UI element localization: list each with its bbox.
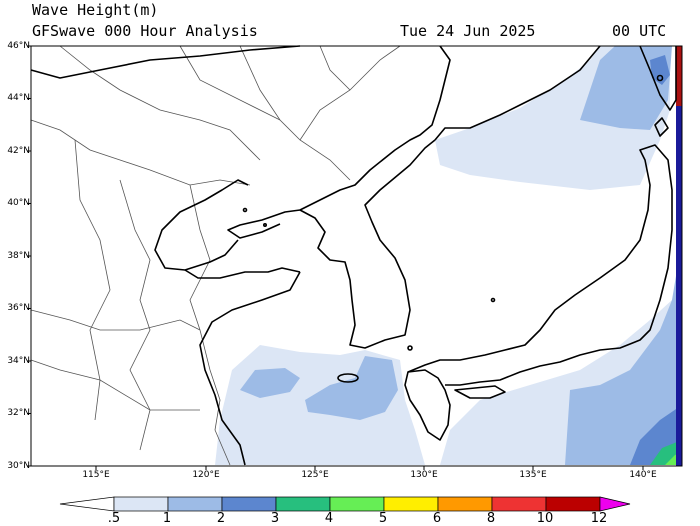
lon-label: 135°E: [519, 470, 547, 480]
lon-label: 115°E: [82, 470, 110, 480]
lat-label: 36°N: [7, 303, 30, 313]
lat-label: 30°N: [7, 461, 30, 471]
colorbar-label: 6: [432, 511, 442, 526]
model-subtitle: GFSwave 000 Hour Analysis: [32, 22, 258, 40]
colorbar-segment: [545, 496, 601, 512]
lon-label: 125°E: [301, 470, 329, 480]
colorbar-label: 1: [162, 511, 172, 526]
lon-label: 140°E: [629, 470, 657, 480]
pacific-moderate: [565, 240, 682, 465]
axis-ticks: [27, 45, 644, 470]
chart-title: Wave Height(m): [32, 1, 159, 19]
colorbar-label: 3: [270, 511, 280, 526]
east-china-sea-moderate-1: [240, 368, 300, 398]
colorbar-segment: [59, 496, 115, 512]
valid-time: 00 UTC: [612, 22, 667, 40]
colorbar: [59, 496, 631, 512]
coastlines: [30, 45, 677, 466]
lat-label: 40°N: [7, 198, 30, 208]
lat-label: 42°N: [7, 146, 30, 156]
colorbar-segment: [599, 496, 631, 512]
lat-label: 38°N: [7, 251, 30, 261]
colorbar-label: 4: [324, 511, 334, 526]
colorbar-segment: [383, 496, 439, 512]
colorbar-label: 2: [216, 511, 226, 526]
political-borders: [30, 45, 401, 466]
lat-label: 46°N: [7, 41, 30, 51]
colorbar-segment: [491, 496, 547, 512]
colorbar-label: 10: [536, 511, 554, 526]
okhotsk-moderate: [650, 55, 670, 85]
lat-label: 34°N: [7, 356, 30, 366]
colorbar-label: .5: [107, 511, 121, 526]
colorbar-segment: [167, 496, 223, 512]
colorbar-segment: [221, 496, 277, 512]
colorbar-label: 8: [486, 511, 496, 526]
colorbar-segment: [275, 496, 331, 512]
valid-date: Tue 24 Jun 2025: [400, 22, 536, 40]
colorbar-segment: [437, 496, 493, 512]
colorbar-label: 5: [378, 511, 388, 526]
edge-strip-red: [676, 46, 682, 106]
wave-shading: [215, 46, 682, 466]
colorbar-segment: [113, 496, 169, 512]
edge-strip-blue: [676, 46, 682, 466]
lon-label: 120°E: [192, 470, 220, 480]
colorbar-label: 12: [590, 511, 608, 526]
lat-label: 32°N: [7, 408, 30, 418]
lat-label: 44°N: [7, 93, 30, 103]
colorbar-segment: [329, 496, 385, 512]
east-china-sea-moderate-2: [305, 356, 398, 420]
lon-label: 130°E: [410, 470, 438, 480]
